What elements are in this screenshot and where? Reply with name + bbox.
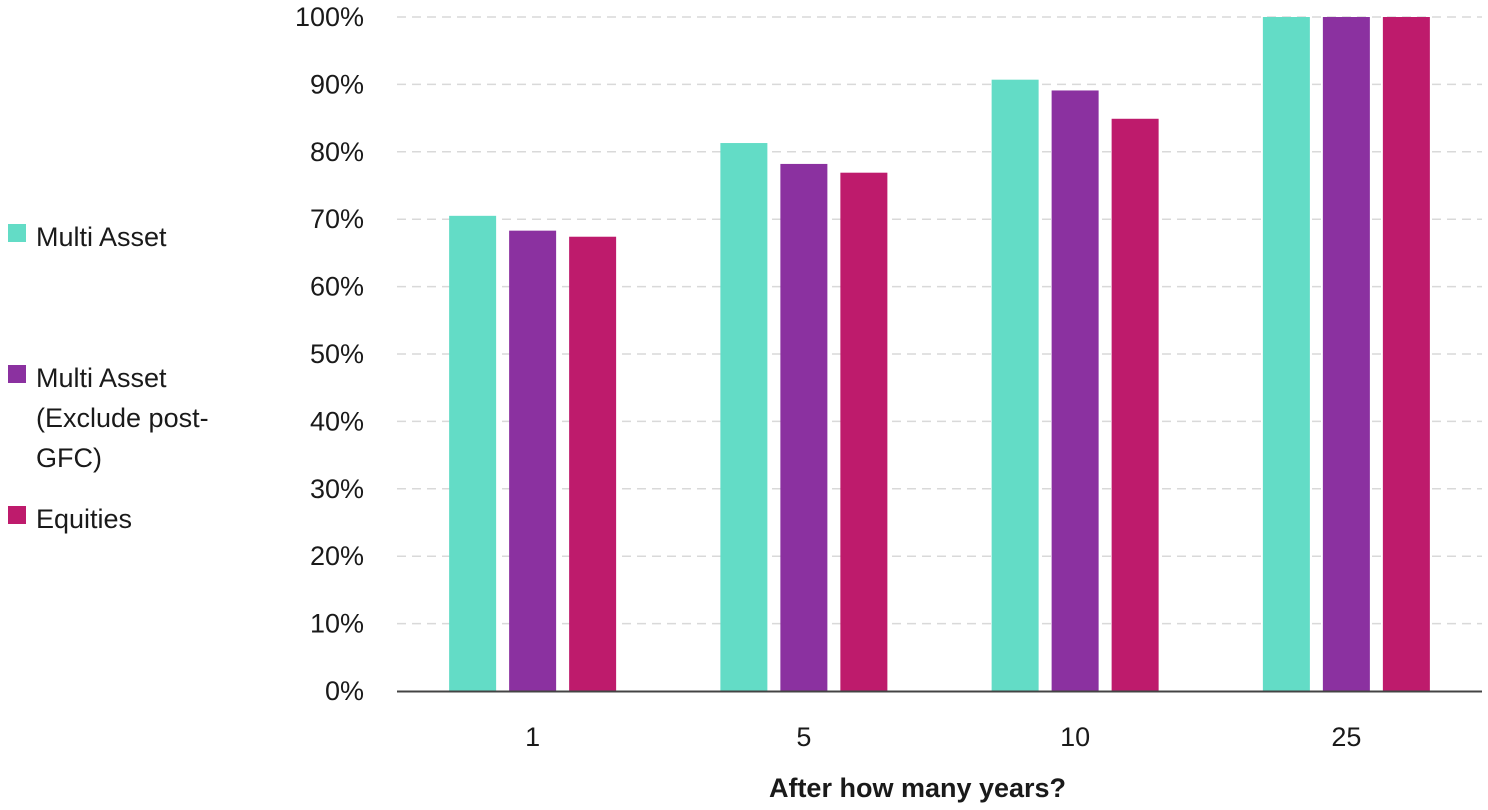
x-tick-label-5: 5 [796,722,811,752]
y-tick-label-40: 40% [310,406,364,436]
x-tick-label-10: 10 [1060,722,1090,752]
bar-series0-cat-10 [991,79,1039,691]
bar-series0-cat-25 [1262,17,1310,691]
legend-item-multi-asset: Multi Asset [8,217,246,257]
y-tick-label-70: 70% [310,204,364,234]
bars [449,17,1430,692]
x-tick-label-1: 1 [525,722,540,752]
bar-series2-cat-25 [1382,17,1430,691]
x-tick-label-25: 25 [1331,722,1361,752]
legend-item-multi-asset-exclude-post-gfc: Multi Asset (Exclude post-GFC) [8,358,246,478]
bar-series1-cat-1 [509,230,557,691]
y-tick-label-80: 80% [310,137,364,167]
y-tick-label-90: 90% [310,69,364,99]
y-tick-label-30: 30% [310,474,364,504]
y-tick-label-100: 100% [295,2,364,32]
x-axis-ticks: 1 5 10 25 [525,722,1361,752]
bar-series1-cat-25 [1322,17,1370,691]
gridlines [397,16,1482,625]
bar-series1-cat-5 [780,163,828,691]
y-tick-label-0: 0% [325,676,364,706]
bar-series1-cat-10 [1051,90,1099,691]
y-tick-label-60: 60% [310,272,364,302]
bar-series0-cat-1 [449,215,497,691]
chart-legend: Multi Asset Multi Asset (Exclude post-GF… [8,0,258,810]
legend-swatch-multi-asset-exclude-post-gfc [8,365,26,383]
legend-label-multi-asset: Multi Asset [36,222,167,252]
bar-series2-cat-5 [840,172,888,692]
y-tick-label-50: 50% [310,339,364,369]
bar-series2-cat-10 [1111,118,1159,692]
x-axis-title: After how many years? [769,773,1066,803]
legend-swatch-multi-asset [8,224,26,242]
bar-series2-cat-1 [569,236,617,691]
y-tick-label-20: 20% [310,541,364,571]
legend-item-equities: Equities [8,499,246,539]
legend-label-equities: Equities [36,504,133,534]
legend-label-multi-asset-exclude-post-gfc: Multi Asset (Exclude post-GFC) [36,363,209,473]
y-tick-label-10: 10% [310,609,364,639]
bar-series0-cat-5 [720,143,768,692]
y-axis-ticks: 0% 10% 20% 30% 40% 50% 60% 70% 80% 90% 100% [295,2,364,706]
legend-swatch-equities [8,506,26,524]
